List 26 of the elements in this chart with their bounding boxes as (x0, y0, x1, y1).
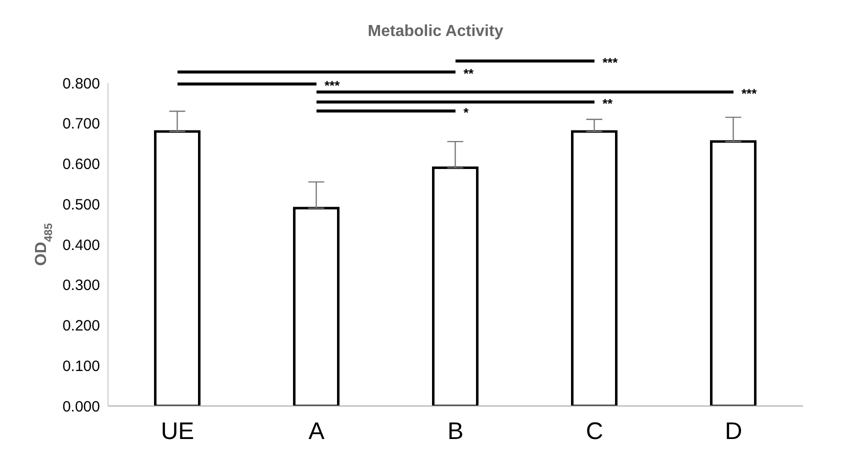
chart-title: Metabolic Activity (368, 23, 504, 40)
annotation: *** (742, 86, 758, 101)
text: *** (602, 55, 619, 70)
annotation: * (464, 105, 470, 120)
y-tick-label: 0.200 (62, 318, 100, 335)
x-tick-label: UE (160, 418, 194, 446)
x-tick-label: B (447, 418, 464, 446)
bar (571, 130, 618, 406)
bar (293, 206, 340, 406)
bar (154, 130, 201, 406)
y-tick-label: 0.500 (62, 196, 100, 214)
x-tick-label: C (586, 418, 604, 446)
x-tick-label: D (724, 418, 742, 446)
bar (710, 140, 757, 406)
y-tick-label: 0.600 (62, 156, 100, 174)
annotation: ** (602, 96, 614, 111)
y-tick-label: 0.700 (62, 116, 100, 133)
y-tick-label: 0.800 (62, 75, 100, 92)
x-tick-label: A (308, 418, 325, 446)
text: ** (464, 66, 475, 81)
y-tick-label: 0.400 (62, 236, 100, 254)
annotation: *** (324, 78, 341, 93)
y-tick-label: 0.100 (62, 358, 100, 375)
y-tick-label: 0.300 (62, 277, 100, 294)
y-tick-label: 0.000 (62, 398, 100, 416)
bar (432, 166, 479, 406)
